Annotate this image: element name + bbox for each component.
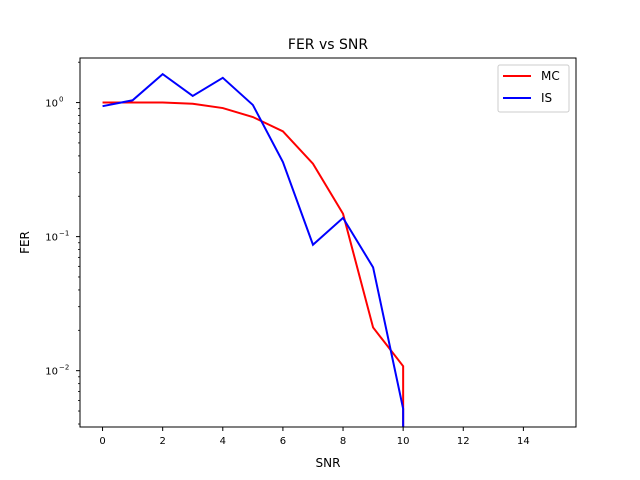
x-tick-label: 12	[457, 436, 470, 447]
y-axis-label: FER	[18, 231, 32, 254]
y-tick-label: 10	[45, 99, 58, 110]
y-tick-label: 10	[45, 233, 58, 244]
legend-label-is: IS	[541, 91, 552, 105]
chart-title: FER vs SNR	[288, 37, 368, 53]
x-tick-label: 2	[159, 436, 165, 447]
x-tick-label: 0	[99, 436, 105, 447]
x-tick-label: 14	[517, 436, 530, 447]
x-tick-label: 6	[280, 436, 286, 447]
x-axis: 0 2 4 6 8 10 12 14	[99, 427, 530, 447]
y-tick-label: 10	[45, 367, 58, 378]
series-line-is	[102, 72, 405, 427]
legend-label-mc: MC	[541, 69, 560, 83]
x-tick-label: 8	[340, 436, 346, 447]
legend: MC IS	[497, 64, 570, 113]
x-axis-label: SNR	[316, 456, 341, 470]
y-tick-exponent: −1	[59, 230, 69, 238]
y-tick-exponent: −2	[59, 364, 69, 372]
series-line-mc	[102, 101, 405, 427]
x-tick-label: 10	[397, 436, 410, 447]
x-tick-label: 4	[220, 436, 226, 447]
y-tick-exponent: 0	[59, 96, 63, 104]
series-layer	[102, 72, 405, 427]
